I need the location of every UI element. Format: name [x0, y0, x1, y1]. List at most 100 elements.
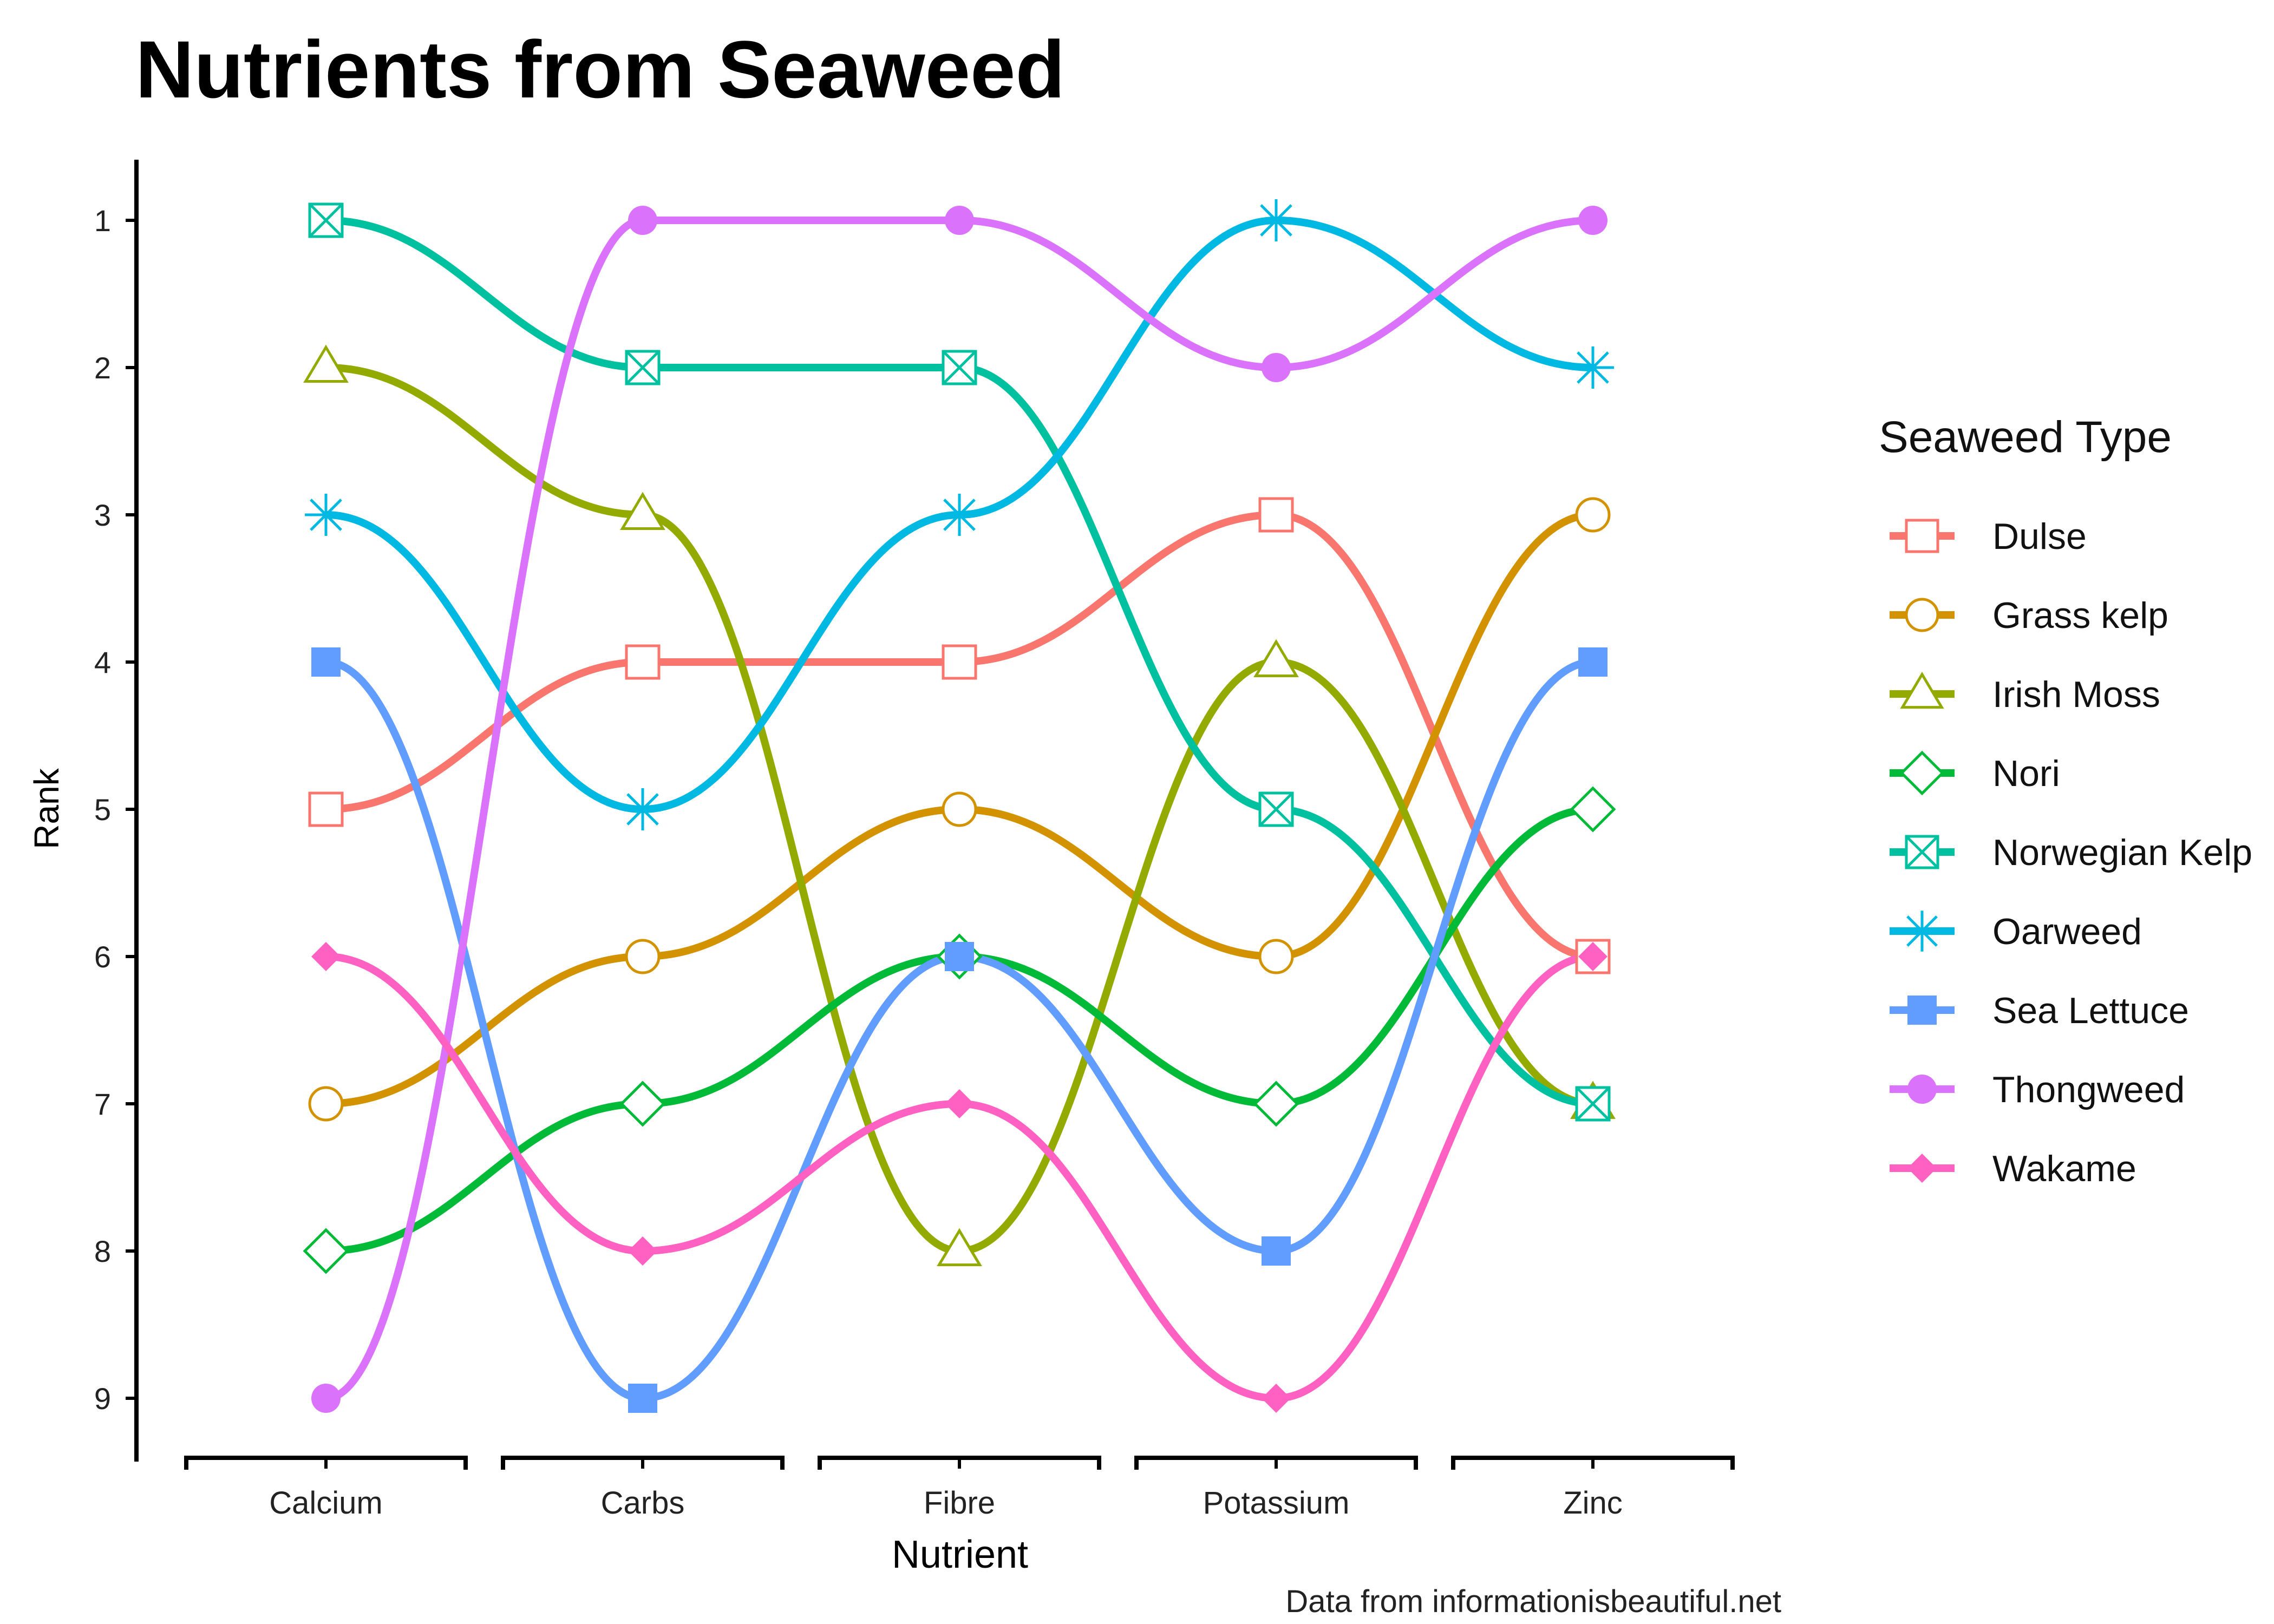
point-dulse: [625, 644, 661, 680]
legend-title: Seaweed Type: [1879, 412, 2172, 462]
legend-label: Norwegian Kelp: [1992, 832, 2252, 873]
point-sea-lettuce: [945, 942, 974, 971]
point-oarweed: [938, 494, 981, 536]
point-norwegian-kelp: [308, 202, 344, 238]
point-grass-kelp: [1575, 497, 1611, 533]
series-line-thongweed: [322, 216, 1597, 1402]
legend-label: Oarweed: [1992, 911, 2142, 952]
point-norwegian-kelp: [1258, 791, 1294, 827]
series-line-irish-moss: [322, 364, 1597, 1255]
legend-item-irish-moss: Irish Moss: [1890, 671, 2160, 715]
x-tick-label: Zinc: [1563, 1485, 1623, 1521]
series-lines: [322, 216, 1597, 1403]
point-grass-kelp: [1258, 939, 1294, 974]
legend-key-marker: [1901, 911, 1943, 952]
x-tick-label: Potassium: [1203, 1485, 1350, 1521]
point-thongweed: [945, 206, 974, 235]
y-tick-label: 2: [94, 351, 111, 385]
point-sea-lettuce: [311, 647, 341, 677]
series-line-oarweed: [322, 216, 1597, 814]
legend-key-marker: [1899, 750, 1945, 796]
series-line-wakame: [322, 953, 1597, 1403]
y-tick-label: 1: [94, 204, 111, 238]
legend-label: Nori: [1992, 753, 2060, 794]
point-norwegian-kelp: [1575, 1086, 1611, 1122]
legend-key-marker: [1907, 1075, 1937, 1104]
legend-label: Dulse: [1992, 516, 2087, 557]
point-sea-lettuce: [1578, 647, 1608, 677]
legend-item-grass-kelp: Grass kelp: [1890, 595, 2168, 636]
point-thongweed: [1578, 206, 1608, 235]
series-line-grass-kelp: [322, 511, 1597, 1108]
point-grass-kelp: [625, 939, 661, 974]
point-grass-kelp: [942, 791, 977, 827]
legend-item-thongweed: Thongweed: [1890, 1069, 2185, 1110]
x-tick-label: Carbs: [601, 1485, 685, 1521]
x-axis-title: Nutrient: [892, 1533, 1028, 1576]
x-axis-brackets: Calcium Carbs Fibre Potassium Zinc: [184, 1456, 1735, 1521]
point-oarweed: [305, 494, 347, 536]
legend: Seaweed Type Dulse Grass kelp Irish Moss No…: [1879, 412, 2252, 1189]
point-irish-moss: [620, 492, 665, 530]
legend-item-oarweed: Oarweed: [1890, 911, 2142, 952]
series-line-nori: [322, 806, 1597, 1255]
point-irish-moss: [1253, 639, 1299, 677]
point-irish-moss: [303, 344, 349, 383]
y-axis-title: Rank: [27, 768, 66, 849]
legend-key-marker: [1907, 996, 1937, 1025]
legend-item-nori: Nori: [1890, 750, 2060, 796]
point-sea-lettuce: [1262, 1236, 1291, 1266]
point-oarweed: [622, 788, 664, 830]
legend-key-marker: [1907, 1154, 1937, 1183]
point-nori: [303, 1228, 349, 1274]
y-tick-label: 6: [94, 940, 111, 974]
legend-item-wakame: Wakame: [1890, 1148, 2136, 1189]
point-dulse: [942, 644, 977, 680]
point-wakame: [311, 942, 341, 971]
legend-label: Thongweed: [1992, 1069, 2185, 1110]
legend-label: Grass kelp: [1992, 595, 2168, 636]
point-dulse: [1258, 497, 1294, 533]
y-tick-label: 8: [94, 1234, 111, 1268]
point-grass-kelp: [308, 1086, 344, 1122]
point-nori: [1570, 786, 1616, 833]
point-thongweed: [311, 1384, 341, 1413]
x-tick-label: Fibre: [924, 1485, 995, 1521]
point-oarweed: [1255, 199, 1297, 241]
point-thongweed: [1262, 353, 1291, 382]
series-line-norwegian-kelp: [322, 217, 1597, 1108]
series-line-dulse: [322, 510, 1597, 960]
point-norwegian-kelp: [942, 350, 977, 385]
point-oarweed: [1572, 346, 1614, 389]
y-tick-label: 9: [94, 1381, 111, 1416]
chart-title: Nutrients from Seaweed: [135, 24, 1065, 115]
point-dulse: [308, 791, 344, 827]
y-tick-label: 4: [94, 645, 111, 679]
x-tick-label: Calcium: [269, 1485, 383, 1521]
point-norwegian-kelp: [625, 350, 661, 385]
point-irish-moss: [937, 1228, 982, 1266]
legend-key-marker: [1900, 671, 1944, 709]
point-wakame: [1262, 1384, 1291, 1413]
y-tick-label: 5: [94, 793, 111, 827]
y-tick-label: 3: [94, 498, 111, 532]
series-markers: [303, 199, 1616, 1413]
legend-key-marker: [1905, 598, 1939, 632]
series-line-sea-lettuce: [322, 658, 1597, 1403]
legend-item-dulse: Dulse: [1890, 516, 2087, 557]
legend-label: Sea Lettuce: [1992, 990, 2189, 1031]
point-wakame: [1578, 942, 1608, 971]
point-wakame: [628, 1236, 657, 1266]
point-nori: [619, 1081, 666, 1127]
point-wakame: [945, 1089, 974, 1118]
y-tick-label: 7: [94, 1087, 111, 1121]
legend-key-marker: [1905, 519, 1939, 553]
point-thongweed: [628, 206, 657, 235]
caption: Data from informationisbeautiful.net: [1285, 1584, 1781, 1619]
point-nori: [1253, 1081, 1299, 1127]
legend-label: Irish Moss: [1992, 674, 2160, 715]
legend-item-norwegian-kelp: Norwegian Kelp: [1890, 832, 2252, 873]
legend-label: Wakame: [1992, 1148, 2136, 1189]
legend-key-marker: [1905, 835, 1939, 869]
